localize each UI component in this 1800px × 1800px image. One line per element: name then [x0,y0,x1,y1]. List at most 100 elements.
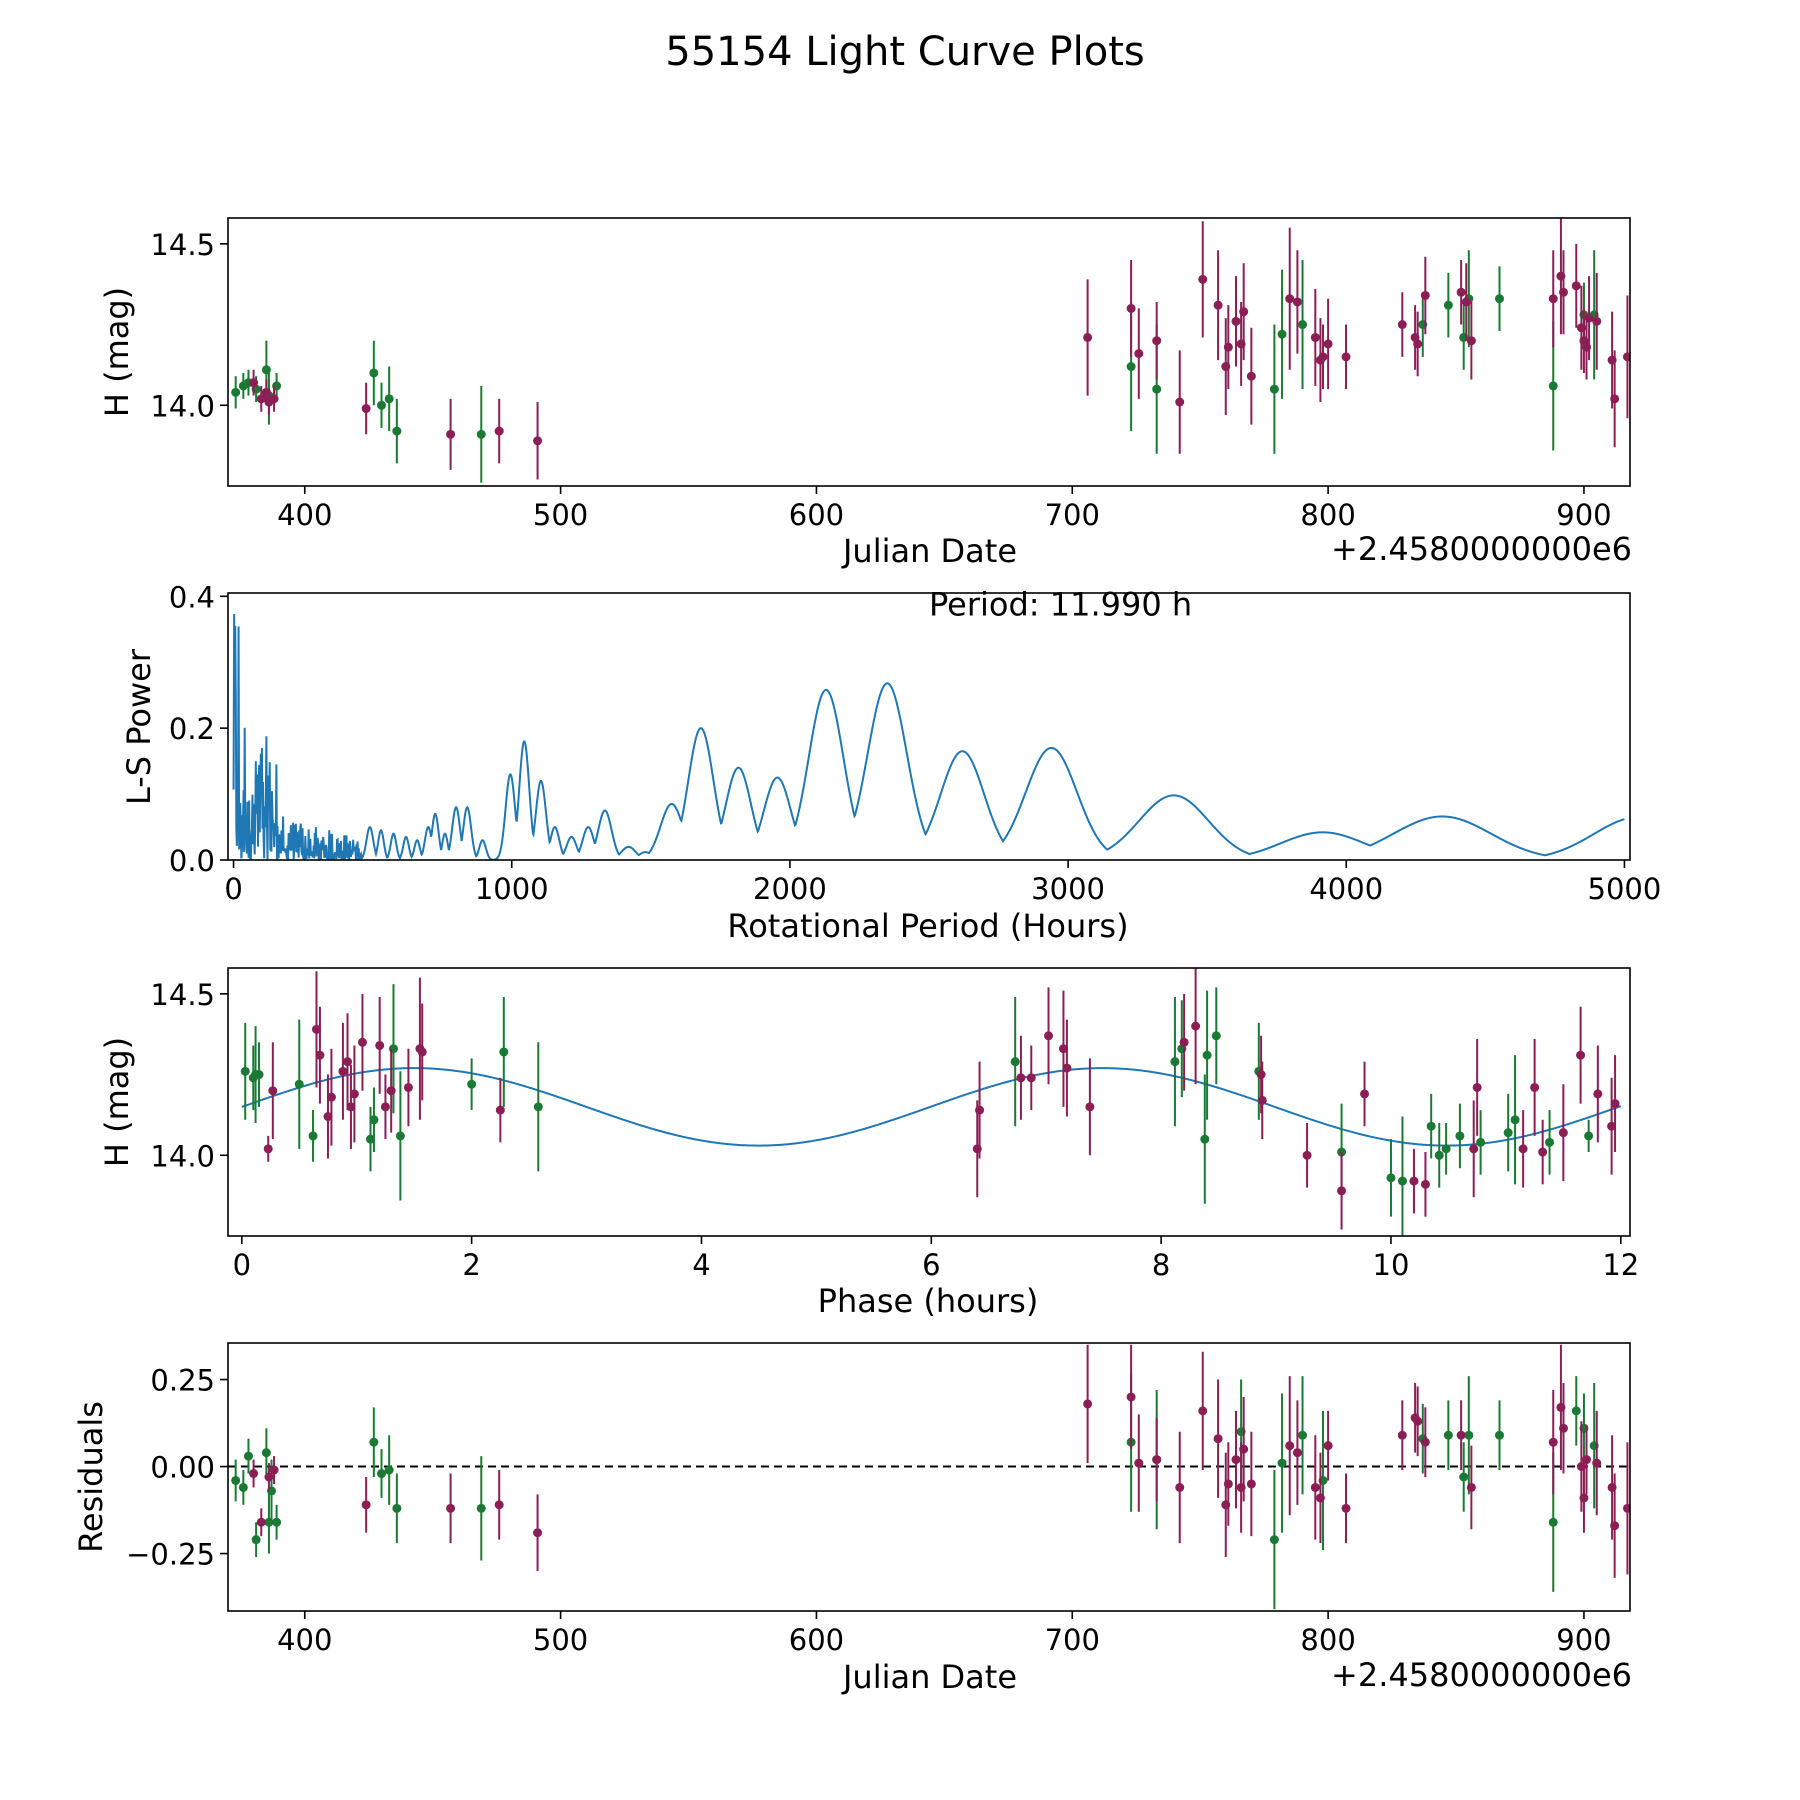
residuals-point [1285,1441,1295,1451]
periodogram-ylabel: L-S Power [120,648,158,805]
phased-point [1302,1150,1312,1160]
residuals-point [1443,1430,1453,1440]
lightcurve-point [1622,352,1630,362]
phased-point [1360,1089,1370,1099]
lightcurve-plot-area [231,218,1630,483]
periodogram-xtick-label: 1000 [475,872,549,906]
residuals-point [1548,1517,1558,1527]
residuals-point [1582,1455,1592,1465]
phased-point [1026,1073,1036,1083]
periodogram-ytick-label: 0.4 [169,580,215,614]
phased-point [1476,1137,1486,1147]
residuals-point [476,1503,486,1513]
phased-point [1610,1099,1620,1109]
lightcurve-point [1466,336,1476,346]
phased-point [369,1115,379,1125]
phased-point [365,1134,375,1144]
phased-point [1420,1179,1430,1189]
residuals-xtick-label: 800 [1300,1623,1355,1657]
lightcurve-xtick-label: 800 [1300,498,1355,532]
phased-point [268,1086,278,1096]
residuals-point [251,1535,261,1545]
phased-point [417,1047,427,1057]
phased-point [1538,1147,1548,1157]
phased-axes-frame [227,967,1631,1237]
residuals-point [261,1448,271,1458]
residuals-point [243,1451,253,1461]
residuals-point [446,1503,456,1513]
residuals-point [1246,1479,1256,1489]
residuals-point [272,1517,282,1527]
residuals-point [1152,1455,1162,1465]
phased-xtick-label: 12 [1602,1248,1639,1282]
phased-point [380,1102,390,1112]
phased-point [1257,1095,1267,1105]
lightcurve-point [1461,297,1471,307]
residuals-point [1134,1458,1144,1468]
phased-point [1426,1121,1436,1131]
periodogram-xtick-label: 0 [224,872,242,906]
phased-point [1455,1131,1465,1141]
periodogram-xlabel: Rotational Period (Hours) [727,907,1128,945]
panel-phased: Phase (hours) H (mag) 0 2 4 6 8 10 12 14.0 14.5 [98,967,1639,1320]
residuals-ylabel: Residuals [72,1401,110,1553]
phased-point [386,1086,396,1096]
residuals-point [377,1469,387,1479]
phased-point [495,1105,505,1115]
lightcurve-point [1548,294,1558,304]
phased-point [1170,1057,1180,1067]
panel-periodogram: Rotational Period (Hours) L-S Power Peri… [120,580,1661,945]
residuals-point [1341,1503,1351,1513]
phased-point [499,1047,509,1057]
lightcurve-point [1126,303,1136,313]
residuals-point [1610,1521,1620,1531]
periodogram-xtick-label: 2000 [753,872,827,906]
phased-point [975,1105,985,1115]
residuals-point [1420,1437,1430,1447]
lightcurve-point [1443,300,1453,310]
lightcurve-axes-frame [227,217,1631,487]
lightcurve-point [1548,381,1558,391]
phased-point [403,1082,413,1092]
lightcurve-xtick-label: 700 [1045,498,1100,532]
residuals-point [1277,1458,1287,1468]
phased-point [323,1112,333,1122]
periodogram-xtick-label: 4000 [1309,872,1383,906]
residuals-point [249,1469,259,1479]
lightcurve-point [249,378,259,388]
lightcurve-point [1413,339,1423,349]
lightcurve-point [1152,336,1162,346]
phased-point [349,1089,359,1099]
phased-point [1010,1057,1020,1067]
lightcurve-point [1456,287,1466,297]
residuals-point [1495,1430,1505,1440]
lightcurve-point [384,394,394,404]
residuals-xtick-label: 700 [1045,1623,1100,1657]
lightcurve-point [1175,397,1185,407]
phased-xtick-label: 6 [922,1248,940,1282]
phased-xtick-label: 8 [1152,1248,1170,1282]
phased-point [254,1070,264,1080]
phased-point [1386,1173,1396,1183]
phased-point [338,1066,348,1076]
lightcurve-point [1083,332,1093,342]
phased-point [357,1037,367,1047]
residuals-point [1126,1392,1136,1402]
phased-point [346,1102,356,1112]
phased-point [1062,1063,1072,1073]
periodogram-axes-frame [227,592,1631,861]
periodogram-line [232,614,1625,860]
lightcurve-point [494,426,504,436]
residuals-xtick-label: 400 [277,1623,332,1657]
residuals-point [1239,1444,1249,1454]
phased-point [343,1057,353,1067]
residuals-point [384,1465,394,1475]
lightcurve-point [1584,313,1594,323]
residuals-point [1310,1482,1320,1492]
lightcurve-point [1246,371,1256,381]
residuals-point [231,1475,241,1485]
residuals-x-offset: +2.4580000000e6 [1331,1656,1632,1694]
phased-ytick-label: 14.5 [150,978,215,1012]
residuals-point [1571,1406,1581,1416]
residuals-point [494,1500,504,1510]
